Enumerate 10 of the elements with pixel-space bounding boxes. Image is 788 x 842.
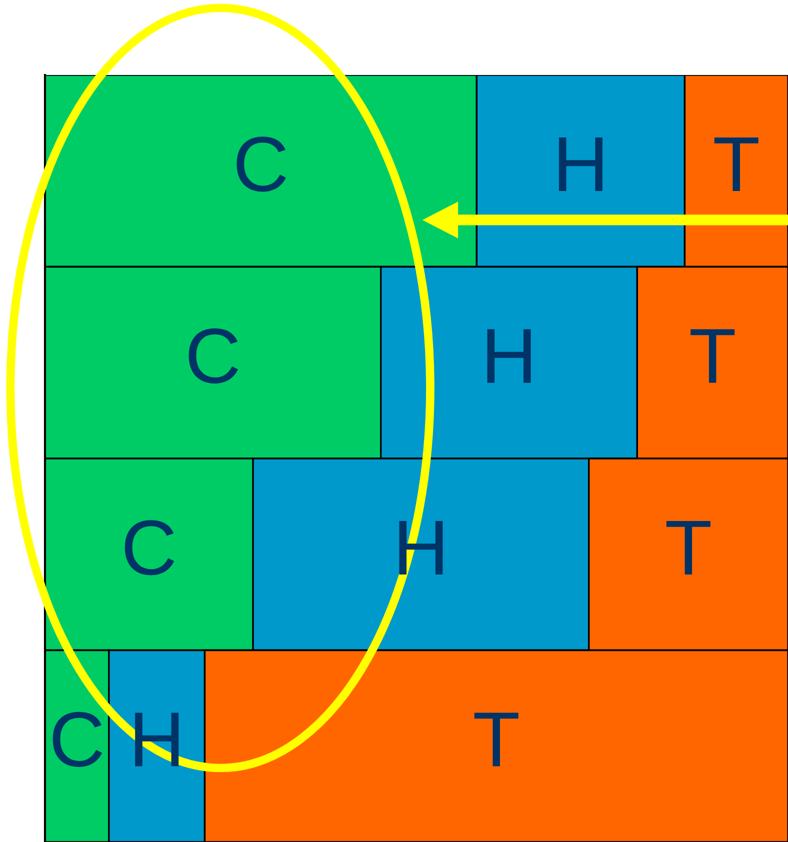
text: T	[666, 520, 710, 574]
series-label: C	[52, 712, 102, 768]
series-label: T	[714, 137, 758, 191]
text: C	[188, 328, 238, 384]
text: C	[124, 520, 174, 576]
text: C	[236, 136, 286, 192]
text: H	[559, 137, 602, 191]
text: T	[474, 712, 518, 766]
text: T	[690, 329, 735, 383]
text: H	[487, 329, 531, 383]
